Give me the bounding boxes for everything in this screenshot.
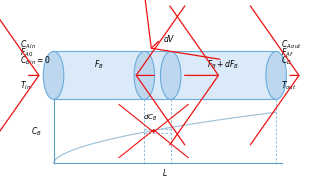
Ellipse shape — [160, 51, 181, 99]
Text: $C_{A\,out}$: $C_{A\,out}$ — [280, 38, 301, 51]
Text: $C_B$: $C_B$ — [280, 54, 291, 67]
Text: $F_{Af}$: $F_{Af}$ — [280, 46, 293, 59]
Text: $T_{out}$: $T_{out}$ — [280, 79, 296, 92]
Polygon shape — [54, 51, 276, 99]
Text: $F_B$: $F_B$ — [94, 59, 104, 71]
Text: $dC_B$: $dC_B$ — [144, 113, 158, 123]
Ellipse shape — [43, 51, 64, 99]
Text: $L$: $L$ — [162, 167, 168, 178]
Text: $dV$: $dV$ — [163, 33, 176, 44]
Text: $F_{A0}$: $F_{A0}$ — [20, 46, 33, 59]
Ellipse shape — [134, 51, 155, 99]
Text: $T_{in}$: $T_{in}$ — [20, 79, 31, 92]
Text: $F_B+dF_B$: $F_B+dF_B$ — [207, 59, 240, 71]
Text: $C_{B\,in} = 0$: $C_{B\,in} = 0$ — [20, 54, 51, 67]
Text: $C_B$: $C_B$ — [31, 125, 41, 138]
Ellipse shape — [266, 51, 286, 99]
Text: $C_{A\,in}$: $C_{A\,in}$ — [20, 38, 36, 51]
